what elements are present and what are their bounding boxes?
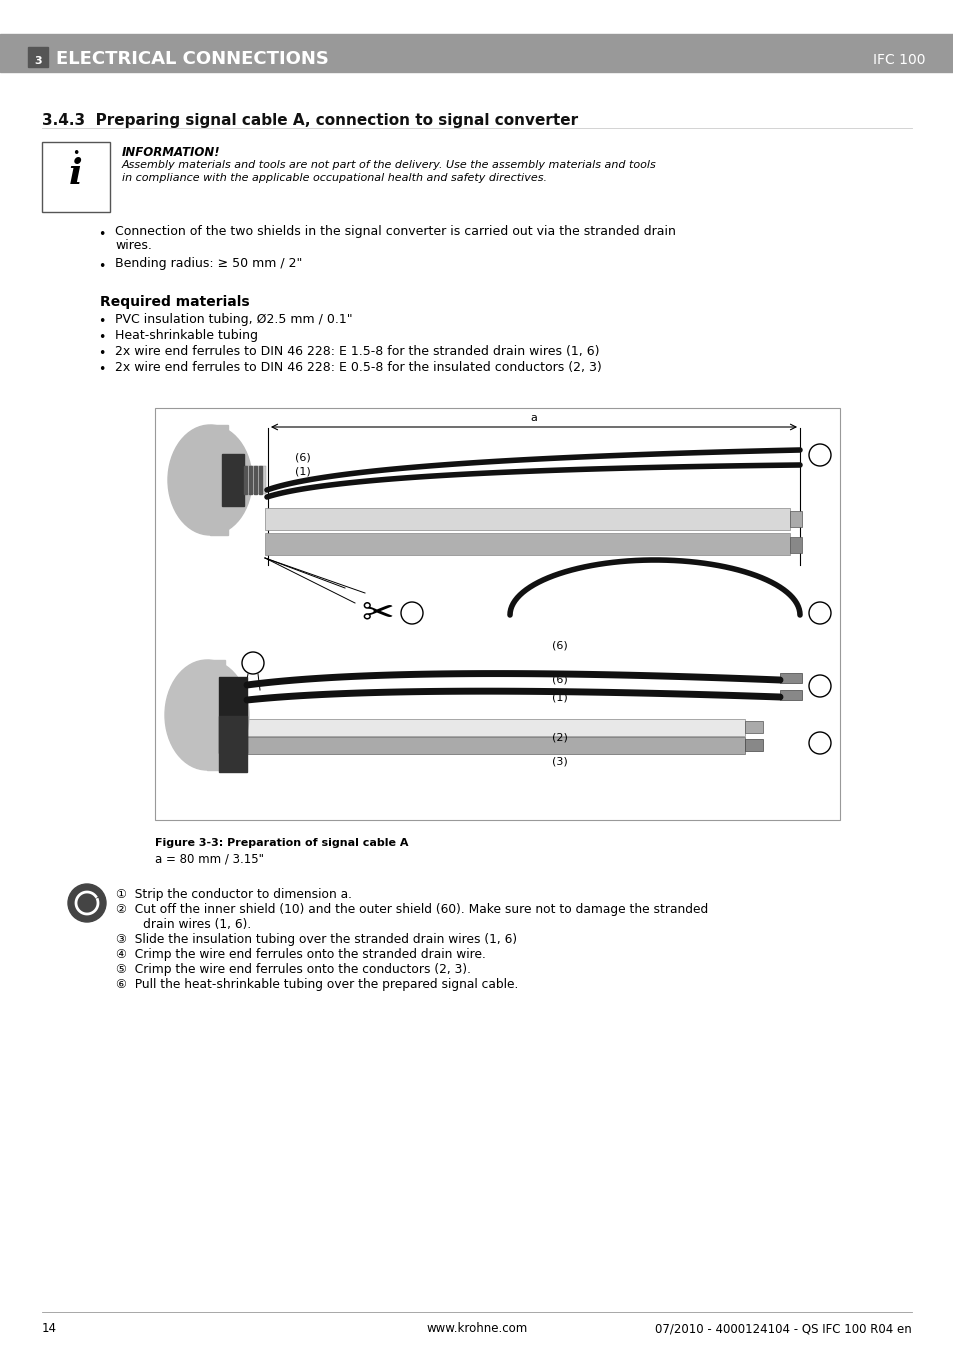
Circle shape bbox=[808, 676, 830, 697]
Text: a: a bbox=[530, 413, 537, 423]
Text: drain wires (1, 6).: drain wires (1, 6). bbox=[116, 917, 251, 931]
Bar bbox=[0, 34, 953, 72]
Circle shape bbox=[808, 732, 830, 754]
Text: Connection of the two shields in the signal converter is carried out via the str: Connection of the two shields in the sig… bbox=[115, 226, 675, 238]
Text: 3: 3 bbox=[34, 55, 42, 66]
Bar bbox=[258, 466, 262, 494]
Text: (1): (1) bbox=[294, 466, 311, 476]
Circle shape bbox=[400, 603, 422, 624]
Text: ①: ① bbox=[814, 449, 824, 462]
Text: (3): (3) bbox=[552, 757, 567, 766]
Text: ④: ④ bbox=[814, 680, 824, 693]
Text: ⑥  Pull the heat-shrinkable tubing over the prepared signal cable.: ⑥ Pull the heat-shrinkable tubing over t… bbox=[116, 978, 517, 992]
Text: Assembly materials and tools are not part of the delivery. Use the assembly mate: Assembly materials and tools are not par… bbox=[122, 159, 656, 170]
Text: a = 80 mm / 3.15": a = 80 mm / 3.15" bbox=[154, 852, 264, 865]
Bar bbox=[253, 466, 256, 494]
Bar bbox=[249, 466, 252, 494]
Text: ✂: ✂ bbox=[361, 594, 394, 632]
Text: ③: ③ bbox=[814, 607, 824, 620]
Text: 2x wire end ferrules to DIN 46 228: E 1.5-8 for the stranded drain wires (1, 6): 2x wire end ferrules to DIN 46 228: E 1.… bbox=[115, 345, 598, 358]
Text: •: • bbox=[98, 363, 106, 376]
Text: ELECTRICAL CONNECTIONS: ELECTRICAL CONNECTIONS bbox=[56, 50, 329, 68]
Text: 07/2010 - 4000124104 - QS IFC 100 R04 en: 07/2010 - 4000124104 - QS IFC 100 R04 en bbox=[655, 1323, 911, 1335]
Text: (2): (2) bbox=[552, 734, 567, 743]
Text: (6): (6) bbox=[552, 640, 567, 650]
Text: (6): (6) bbox=[552, 676, 567, 685]
Bar bbox=[247, 719, 744, 736]
Circle shape bbox=[242, 653, 264, 674]
Bar bbox=[247, 738, 744, 754]
Bar bbox=[744, 721, 762, 734]
Bar bbox=[28, 47, 48, 68]
Bar bbox=[207, 661, 225, 770]
Text: www.krohne.com: www.krohne.com bbox=[426, 1323, 527, 1335]
Text: •: • bbox=[98, 331, 106, 345]
Text: ①  Strip the conductor to dimension a.: ① Strip the conductor to dimension a. bbox=[116, 888, 352, 901]
Text: •: • bbox=[98, 347, 106, 359]
Text: INFORMATION!: INFORMATION! bbox=[122, 146, 220, 159]
Bar bbox=[265, 534, 789, 555]
Text: in compliance with the applicable occupational health and safety directives.: in compliance with the applicable occupa… bbox=[122, 173, 546, 182]
Bar bbox=[265, 508, 789, 530]
Text: i: i bbox=[69, 157, 83, 190]
Circle shape bbox=[808, 444, 830, 466]
Text: •: • bbox=[72, 147, 80, 161]
Text: •: • bbox=[98, 259, 106, 273]
Bar bbox=[222, 454, 244, 507]
Bar bbox=[154, 408, 840, 820]
Bar bbox=[789, 511, 801, 527]
Bar bbox=[219, 716, 247, 771]
Bar bbox=[780, 673, 801, 684]
Text: wires.: wires. bbox=[115, 239, 152, 253]
Text: PVC insulation tubing, Ø2.5 mm / 0.1": PVC insulation tubing, Ø2.5 mm / 0.1" bbox=[115, 313, 353, 326]
Text: ⑤: ⑤ bbox=[814, 736, 824, 750]
Text: ②: ② bbox=[406, 607, 416, 620]
Text: ⑥: ⑥ bbox=[248, 657, 258, 670]
Text: ②  Cut off the inner shield (10) and the outer shield (60). Make sure not to dam: ② Cut off the inner shield (10) and the … bbox=[116, 902, 707, 916]
Text: 2x wire end ferrules to DIN 46 228: E 0.5-8 for the insulated conductors (2, 3): 2x wire end ferrules to DIN 46 228: E 0.… bbox=[115, 361, 601, 374]
Text: Bending radius: ≥ 50 mm / 2": Bending radius: ≥ 50 mm / 2" bbox=[115, 257, 302, 270]
Ellipse shape bbox=[168, 426, 252, 535]
Text: (1): (1) bbox=[552, 693, 567, 703]
Bar bbox=[244, 466, 247, 494]
Text: ③  Slide the insulation tubing over the stranded drain wires (1, 6): ③ Slide the insulation tubing over the s… bbox=[116, 934, 517, 946]
Circle shape bbox=[808, 603, 830, 624]
Bar bbox=[42, 142, 110, 212]
Text: •: • bbox=[98, 315, 106, 328]
Text: ④  Crimp the wire end ferrules onto the stranded drain wire.: ④ Crimp the wire end ferrules onto the s… bbox=[116, 948, 485, 961]
Circle shape bbox=[68, 884, 106, 921]
Text: 14: 14 bbox=[42, 1323, 57, 1335]
Bar bbox=[744, 739, 762, 751]
Bar bbox=[789, 536, 801, 553]
Bar bbox=[219, 677, 247, 753]
Ellipse shape bbox=[165, 661, 249, 770]
Text: Required materials: Required materials bbox=[100, 295, 250, 309]
Text: IFC 100: IFC 100 bbox=[873, 53, 925, 68]
Text: 3.4.3  Preparing signal cable A, connection to signal converter: 3.4.3 Preparing signal cable A, connecti… bbox=[42, 113, 578, 128]
Bar bbox=[780, 690, 801, 700]
Bar bbox=[210, 426, 228, 535]
Text: •: • bbox=[98, 228, 106, 240]
Text: Figure 3-3: Preparation of signal cable A: Figure 3-3: Preparation of signal cable … bbox=[154, 838, 408, 848]
Text: (6): (6) bbox=[294, 453, 311, 462]
Text: ⑤  Crimp the wire end ferrules onto the conductors (2, 3).: ⑤ Crimp the wire end ferrules onto the c… bbox=[116, 963, 471, 975]
Text: Heat-shrinkable tubing: Heat-shrinkable tubing bbox=[115, 330, 257, 342]
Bar bbox=[244, 466, 266, 494]
